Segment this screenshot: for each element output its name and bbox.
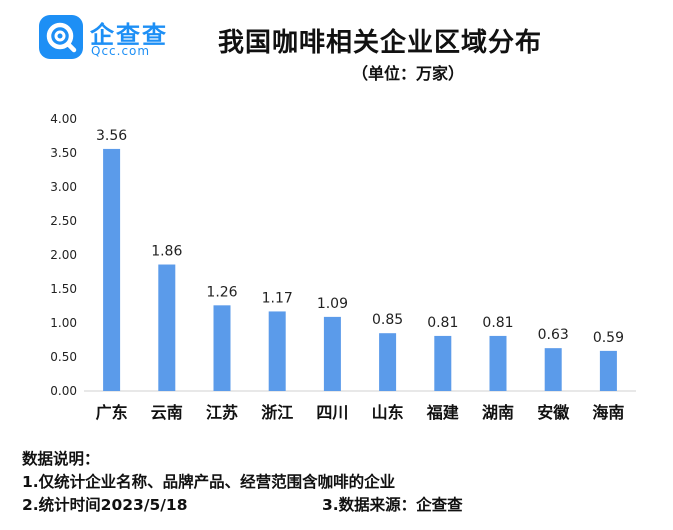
- x-tick-label: 海南: [592, 403, 624, 422]
- y-tick-label: 1.50: [50, 282, 77, 296]
- data-label: 0.59: [593, 330, 624, 346]
- y-tick-label: 0.00: [50, 384, 77, 398]
- data-label: 1.26: [206, 284, 237, 300]
- bar-9: [599, 350, 617, 391]
- bar-0: [103, 148, 121, 391]
- y-tick-label: 4.00: [50, 112, 77, 126]
- notes-heading: 数据说明：: [22, 450, 100, 468]
- data-label: 3.56: [96, 128, 127, 144]
- note-line-2: 2.统计时间2023/5/18: [22, 496, 188, 514]
- brand-mark-icon: [39, 15, 83, 59]
- chart-unit: （单位：万家）: [352, 64, 465, 83]
- note-line-1: 1.仅统计企业名称、品牌产品、经营范围含咖啡的企业: [22, 473, 396, 491]
- y-tick-label: 3.50: [50, 146, 77, 160]
- note-line-3: 3.数据来源：企查查: [322, 496, 463, 514]
- x-tick-label: 山东: [372, 403, 404, 422]
- bar-2: [213, 305, 231, 391]
- y-tick-label: 0.50: [50, 350, 77, 364]
- bar-6: [434, 335, 452, 391]
- y-tick-label: 1.00: [50, 316, 77, 330]
- x-tick-label: 云南: [151, 403, 183, 422]
- data-label: 0.85: [372, 312, 403, 328]
- data-label: 1.17: [262, 290, 293, 306]
- x-tick-label: 湖南: [482, 403, 514, 422]
- note-line-2-row: 2.统计时间2023/5/18 3.数据来源：企查查: [22, 494, 463, 517]
- data-label: 0.81: [482, 315, 513, 331]
- bar-4: [323, 316, 341, 391]
- bar-1: [158, 264, 176, 391]
- data-label: 1.86: [151, 244, 182, 260]
- x-tick-label: 江苏: [206, 403, 238, 422]
- x-tick-label: 安徽: [537, 403, 570, 422]
- data-label: 0.81: [427, 315, 458, 331]
- bar-8: [544, 348, 562, 391]
- x-tick-label: 四川: [316, 403, 348, 422]
- brand-name: 企查查: [90, 21, 168, 49]
- brand-logo: 企查查 Qcc.com: [39, 15, 189, 59]
- x-tick-label: 福建: [426, 403, 459, 422]
- bar-3: [268, 311, 286, 391]
- data-notes: 数据说明： 1.仅统计企业名称、品牌产品、经营范围含咖啡的企业 2.统计时间20…: [22, 448, 463, 517]
- data-label: 0.63: [538, 327, 569, 343]
- data-label: 1.09: [317, 296, 348, 312]
- y-tick-label: 2.00: [50, 248, 77, 262]
- x-tick-label: 浙江: [261, 403, 293, 422]
- chart-title: 我国咖啡相关企业区域分布: [218, 28, 543, 58]
- y-tick-label: 3.00: [50, 180, 77, 194]
- brand-domain: Qcc.com: [91, 44, 151, 58]
- bar-5: [379, 333, 397, 391]
- bar-7: [489, 335, 507, 391]
- x-tick-label: 广东: [96, 403, 128, 422]
- y-tick-label: 2.50: [50, 214, 77, 228]
